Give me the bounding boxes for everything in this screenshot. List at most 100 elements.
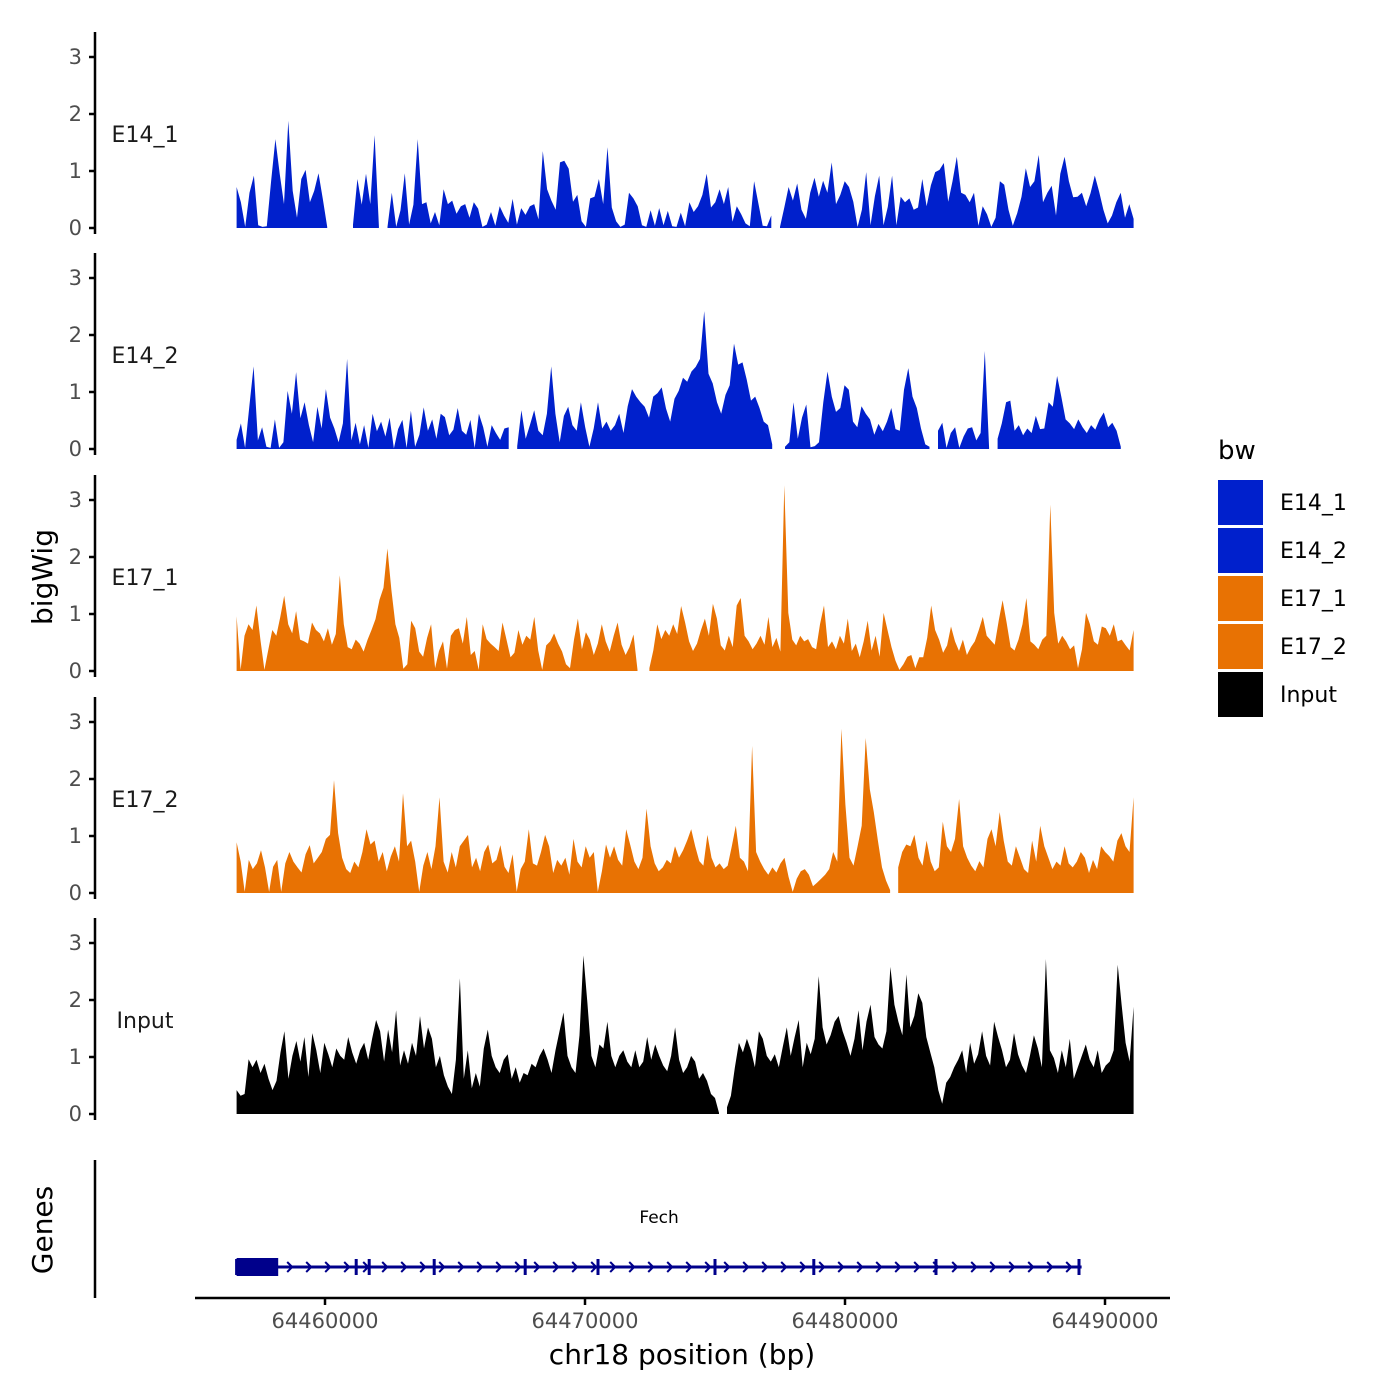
y-tick-label: 2 (69, 767, 82, 791)
x-tick-label: 64460000 (272, 1309, 379, 1333)
strand-chevron (647, 1261, 655, 1273)
y-tick-label: 0 (69, 437, 82, 461)
y-tick-label: 0 (69, 1102, 82, 1126)
y-tick-label: 1 (69, 380, 82, 404)
signal-area-E14_2 (997, 376, 1121, 449)
gene-exon (713, 1259, 717, 1275)
legend-label: E17_2 (1280, 635, 1347, 660)
strand-chevron (818, 1261, 826, 1273)
strand-chevron (913, 1261, 921, 1273)
gene-exon (812, 1259, 816, 1275)
y-axis-title-genes: Genes (26, 1186, 59, 1274)
track-label: E17_1 (112, 566, 179, 591)
legend-swatch (1218, 480, 1263, 525)
x-tick-label: 64480000 (792, 1309, 899, 1333)
legend-label: Input (1280, 683, 1337, 708)
strand-chevron (609, 1261, 617, 1273)
strand-chevron (894, 1261, 902, 1273)
legend-entry-E14_2: E14_2 (1218, 528, 1347, 573)
gene-exon (934, 1259, 938, 1275)
gene-utr-block (236, 1258, 279, 1276)
strand-chevron (951, 1261, 959, 1273)
gene-exon (596, 1259, 600, 1275)
legend-label: E14_1 (1280, 491, 1347, 516)
legend-swatch (1218, 624, 1263, 669)
signal-area-E14_1 (780, 155, 1134, 228)
x-tick-label: 64470000 (532, 1309, 639, 1333)
signal-area-E14_1 (353, 135, 379, 228)
legend-label: E14_2 (1280, 539, 1347, 564)
y-tick-label: 1 (69, 602, 82, 626)
y-axis-title-bigwig: bigWig (26, 529, 59, 625)
legend-label: E17_1 (1280, 587, 1347, 612)
gene-label: Fech (639, 1208, 678, 1228)
y-tick-label: 3 (69, 45, 82, 69)
signal-area-E14_2 (236, 358, 509, 449)
legend-entry-E14_1: E14_1 (1218, 480, 1347, 525)
strand-chevron (476, 1261, 484, 1273)
y-tick-label: 1 (69, 824, 82, 848)
strand-chevron (1027, 1261, 1035, 1273)
tracks-group: 0 1 2 3 E14_1 0 1 2 3 E14_2 0 1 2 3 E17_1 0 1 2 3 E17_2 0 1 2 3… (69, 32, 1134, 1126)
y-tick-label: 3 (69, 488, 82, 512)
strand-chevron (932, 1261, 940, 1273)
strand-chevron (742, 1261, 750, 1273)
strand-chevron (1046, 1261, 1054, 1273)
strand-chevron (552, 1261, 560, 1273)
y-tick-label: 0 (69, 216, 82, 240)
legend-swatch (1218, 576, 1263, 621)
y-tick-label: 2 (69, 545, 82, 569)
track-E14_1: 0 1 2 3 E14_1 (69, 32, 1134, 240)
genes-panel: Fech (93, 1160, 1082, 1298)
track-E17_1: 0 1 2 3 E17_1 (69, 475, 1134, 683)
track-E14_2: 0 1 2 3 E14_2 (69, 253, 1121, 461)
signal-area-Input (727, 959, 1134, 1114)
strand-chevron (799, 1261, 807, 1273)
gene-exon (235, 1259, 239, 1275)
strand-chevron (514, 1261, 522, 1273)
track-label: E14_1 (112, 123, 179, 148)
legend-entry-Input: Input (1218, 672, 1337, 717)
strand-chevron (495, 1261, 503, 1273)
strand-chevron (704, 1261, 712, 1273)
legend-swatch (1218, 672, 1263, 717)
strand-chevron (381, 1261, 389, 1273)
x-tick-label: 64490000 (1052, 1309, 1159, 1333)
y-tick-label: 3 (69, 266, 82, 290)
strand-chevron (1008, 1261, 1016, 1273)
strand-chevron (305, 1261, 313, 1273)
strand-chevron (571, 1261, 579, 1273)
gene-exon (354, 1259, 358, 1275)
signal-area-E14_2 (517, 311, 773, 449)
track-label: E14_2 (112, 344, 179, 369)
y-tick-label: 2 (69, 323, 82, 347)
strand-chevron (970, 1261, 978, 1273)
strand-chevron (590, 1261, 598, 1273)
strand-chevron (419, 1261, 427, 1273)
strand-chevron (837, 1261, 845, 1273)
y-tick-label: 2 (69, 988, 82, 1012)
strand-chevron (343, 1261, 351, 1273)
y-tick-label: 0 (69, 881, 82, 905)
track-label: E17_2 (112, 788, 179, 813)
gene-exon (1077, 1259, 1081, 1275)
strand-chevron (362, 1261, 370, 1273)
y-tick-label: 2 (69, 102, 82, 126)
strand-chevron (989, 1261, 997, 1273)
strand-chevron (856, 1261, 864, 1273)
strand-chevron (438, 1261, 446, 1273)
signal-area-E17_1 (236, 548, 638, 671)
signal-area-E17_2 (236, 728, 891, 893)
strand-chevron (324, 1261, 332, 1273)
strand-chevron (761, 1261, 769, 1273)
signal-area-E14_1 (236, 120, 328, 228)
signal-area-Input (236, 955, 719, 1114)
y-tick-label: 0 (69, 659, 82, 683)
legend: bw E14_1 E14_2 E17_1 E17_2 Input (1218, 436, 1347, 717)
strand-chevron (533, 1261, 541, 1273)
gene-exon (523, 1259, 527, 1275)
signal-area-E17_1 (649, 485, 1134, 671)
legend-entry-E17_2: E17_2 (1218, 624, 1347, 669)
gene-exon (432, 1259, 436, 1275)
